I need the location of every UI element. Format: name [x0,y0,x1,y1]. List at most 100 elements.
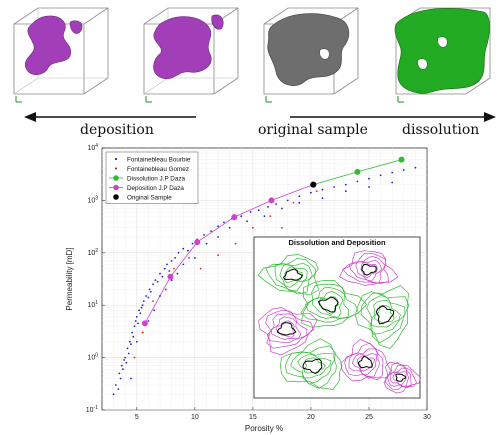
cube-dissolution [394,7,491,103]
data-point [159,295,161,297]
data-point [344,190,347,193]
data-point [298,201,301,204]
data-point [149,290,152,293]
data-point [257,209,260,212]
data-point [368,186,370,188]
caption-deposition: deposition [80,122,154,138]
y-tick-label: 100 [87,353,98,362]
contour-line [366,295,406,335]
y-axis-label: Permeability [mD] [65,247,74,310]
data-point [119,377,122,380]
pore-shape-dissolution [394,8,490,94]
contour-line [265,309,315,349]
x-axis-ticks: 5 10 15 20 25 30 [135,407,431,421]
contour-boundary [357,355,373,369]
contour-line [342,252,390,285]
data-point [153,309,156,312]
data-point [194,257,196,259]
legend-label: Fontainebleau Gomez [127,166,189,173]
contour-line [300,279,368,328]
data-point [163,267,166,270]
data-point [177,251,180,254]
data-point [203,234,206,236]
contour-line [360,261,378,279]
data-point [167,273,174,280]
data-point [379,174,382,177]
data-point [125,361,128,364]
data-point [356,180,359,183]
data-point [152,283,155,286]
data-point [154,279,157,282]
contour-line [354,285,409,350]
data-point [228,226,231,229]
data-point [234,242,237,245]
contour-boundary [276,322,297,336]
data-point [182,247,185,250]
x-tick-label: 15 [249,414,257,421]
legend-label: Deposition J.P Daza [127,185,184,192]
data-point [292,201,295,204]
contour-line [390,367,410,388]
data-point [368,177,370,180]
contour-boundary [302,358,323,375]
data-point [173,267,175,270]
data-point [141,320,148,327]
data-point [159,272,161,275]
data-point [139,312,142,315]
y-tick-label: 101 [87,300,98,309]
contour-line [305,286,350,319]
deposition-arrow [24,112,196,122]
y-tick-label: 103 [87,195,98,204]
data-point [269,215,272,218]
contour-boundary [282,268,303,281]
data-point [252,226,254,229]
y-tick-label: 102 [87,248,98,257]
data-point [170,260,173,262]
data-point [194,239,201,246]
cube-original [263,7,359,103]
data-point [398,156,405,163]
data-point [286,199,289,202]
data-point [135,315,138,318]
y-tick-label: 10-1 [86,405,98,414]
x-tick-label: 25 [365,414,373,421]
data-point [132,335,135,338]
contour-line [280,338,343,390]
data-point [166,263,168,266]
data-point [122,368,124,371]
data-point [118,372,121,375]
data-point [141,304,144,307]
contour-boundary [361,263,377,276]
data-point [321,188,324,191]
contour-line [279,264,308,288]
y-axis-ticks: 10-1 100 101 102 103 104 [86,143,105,414]
data-point [129,340,131,343]
legend-marker [114,157,118,161]
data-point [246,220,249,223]
data-point [267,206,269,208]
contour-line [300,283,359,323]
contour-boundary [375,305,395,325]
x-tick-label: 5 [135,414,139,421]
caption-dissolution: dissolution [402,122,479,138]
data-point [115,384,117,386]
data-point [137,322,139,325]
data-point [120,364,123,367]
data-point [281,226,283,229]
data-point [310,191,312,194]
inset-contour-map: Dissolution and Deposition [253,236,421,399]
data-point [174,257,177,259]
data-point [130,377,132,380]
contour-line [275,320,295,338]
contour-boundary [395,373,407,382]
data-point [231,214,238,221]
data-point [176,272,179,275]
legend-label: Original Sample [127,194,172,201]
data-point [263,215,266,218]
data-point [240,215,243,218]
data-point [298,195,301,198]
data-point [275,203,277,206]
data-point [123,359,125,361]
legend: Fontainebleau Bourbie Fontainebleau Gomez… [105,151,199,204]
